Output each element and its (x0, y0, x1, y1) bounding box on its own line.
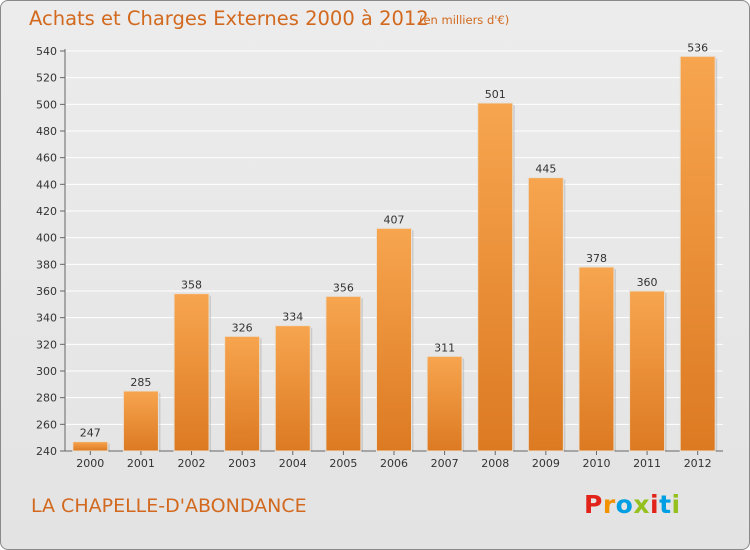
bar-2000[interactable] (72, 441, 109, 452)
value-label: 501 (485, 88, 506, 101)
y-tick-labels: 240 260 280 300 320 340 360 380 400 420 440 460 480 5… (36, 45, 57, 458)
y-tick-label: 420 (36, 205, 57, 218)
x-tick-label: 2005 (329, 457, 357, 470)
y-tick-label: 540 (36, 45, 57, 58)
bar-2011[interactable] (629, 290, 666, 452)
logo-letter: i (650, 490, 660, 519)
y-tick-label: 440 (36, 178, 57, 191)
x-tick-label: 2004 (279, 457, 307, 470)
logo-letter: x (633, 490, 650, 519)
x-tick-labels: 2000 2001 2002 2003 2004 2005 2006 2007 2008 2009… (76, 451, 712, 470)
value-label: 311 (434, 341, 455, 354)
value-label: 247 (80, 427, 101, 440)
bar-2004[interactable] (274, 325, 311, 452)
y-tick-label: 340 (36, 312, 57, 325)
value-label: 360 (637, 276, 658, 289)
value-label: 445 (535, 163, 556, 176)
x-tick-label: 2010 (582, 457, 610, 470)
proxiti-logo[interactable]: Proxiti (584, 490, 681, 519)
y-tick-label: 300 (36, 365, 57, 378)
logo-letter: i (671, 490, 681, 519)
bar-2005[interactable] (325, 295, 362, 452)
x-tick-label: 2002 (178, 457, 206, 470)
chart-subtitle: (en milliers d'€) (419, 13, 510, 27)
value-label: 536 (687, 41, 708, 54)
y-tick-label: 380 (36, 258, 57, 271)
y-tick-label: 480 (36, 125, 57, 138)
x-tick-label: 2008 (481, 457, 509, 470)
bar-2003[interactable] (224, 335, 261, 452)
x-tick-label: 2011 (633, 457, 661, 470)
x-tick-label: 2003 (228, 457, 256, 470)
y-tick-label: 460 (36, 152, 57, 165)
bar-2009[interactable] (527, 177, 564, 452)
value-label: 326 (232, 321, 253, 334)
value-label: 285 (130, 376, 151, 389)
chart-title: Achats et Charges Externes 2000 à 2012 (29, 7, 429, 30)
x-tick-label: 2006 (380, 457, 408, 470)
y-tick-label: 400 (36, 232, 57, 245)
value-labels: 247 285 358 326 334 356 407 311 501 445 378 360 536 (80, 41, 708, 439)
logo-letter: P (584, 490, 603, 519)
bars (72, 55, 718, 452)
value-label: 378 (586, 252, 607, 265)
y-tick-label: 320 (36, 338, 57, 351)
bar-2006[interactable] (376, 227, 412, 452)
value-label: 356 (333, 281, 354, 294)
x-tick-label: 2000 (76, 457, 104, 470)
x-tick-label: 2009 (532, 457, 560, 470)
value-label: 358 (181, 279, 202, 292)
bar-2008[interactable] (477, 102, 514, 452)
value-label: 407 (384, 213, 405, 226)
y-tick-label: 240 (36, 445, 57, 458)
y-tick-label: 500 (36, 98, 57, 111)
bar-2012[interactable] (679, 55, 716, 452)
bar-2002[interactable] (173, 293, 210, 452)
bar-2010[interactable] (578, 266, 615, 452)
x-tick-label: 2012 (684, 457, 712, 470)
bar-2007[interactable] (426, 355, 463, 452)
logo-letter: r (602, 490, 616, 519)
logo-letter: o (615, 490, 634, 519)
commune-name: LA CHAPELLE-D'ABONDANCE (31, 495, 307, 517)
y-tick-label: 260 (36, 418, 57, 431)
y-tick-label: 520 (36, 72, 57, 85)
x-tick-label: 2001 (127, 457, 155, 470)
y-tick-label: 280 (36, 392, 57, 405)
logo-letter: t (659, 490, 672, 519)
y-tick-label: 360 (36, 285, 57, 298)
bar-2001[interactable] (122, 390, 159, 452)
value-label: 334 (282, 311, 303, 324)
x-tick-label: 2007 (431, 457, 459, 470)
